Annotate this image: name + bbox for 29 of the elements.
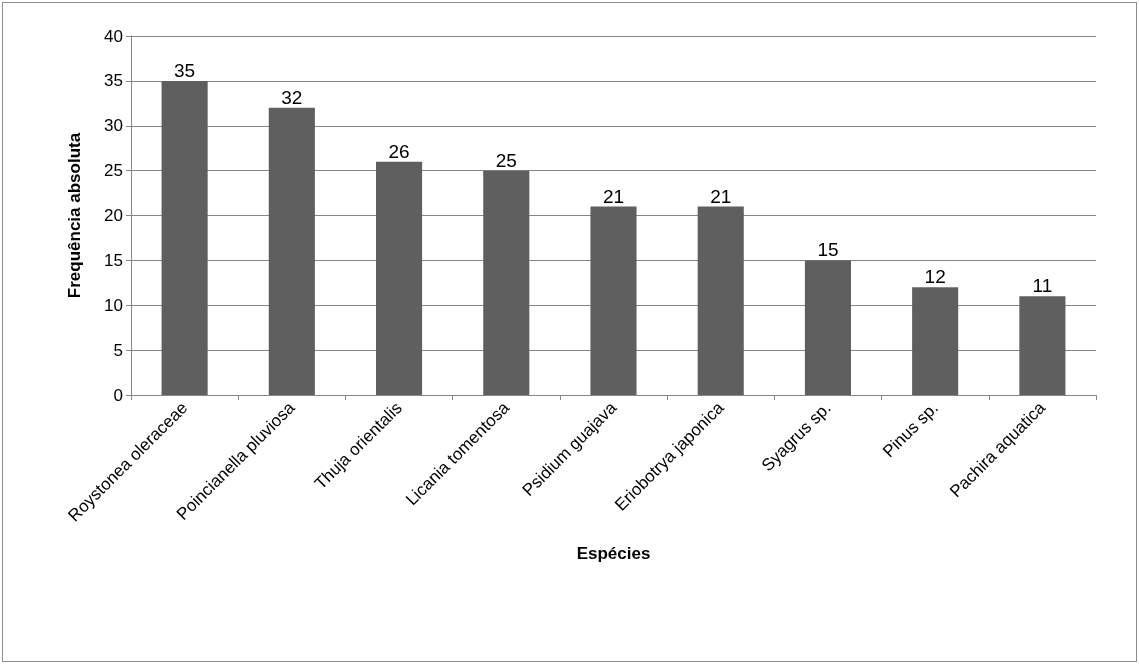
bar [590, 206, 637, 395]
y-tick-label: 5 [113, 340, 123, 360]
bar [697, 206, 744, 395]
y-tick-label: 10 [104, 295, 123, 315]
bar [376, 161, 423, 395]
bar [804, 260, 851, 395]
y-tick-label: 30 [104, 116, 123, 136]
y-tick-label: 0 [113, 385, 123, 405]
data-label: 11 [1032, 275, 1053, 297]
bar [161, 80, 208, 395]
bar [268, 107, 315, 395]
data-label: 26 [388, 140, 410, 162]
x-axis-title: Espécies [576, 544, 651, 563]
bar [912, 287, 959, 395]
y-axis-title: Frequência absoluta [65, 132, 84, 299]
y-tick-label: 15 [104, 250, 123, 270]
data-label: 35 [174, 59, 196, 81]
data-label: 21 [710, 185, 732, 207]
bar [483, 170, 530, 395]
bar [1019, 296, 1066, 395]
data-label: 15 [817, 239, 839, 261]
y-tick-label: 35 [104, 71, 123, 91]
data-label: 25 [495, 149, 517, 171]
y-tick-label: 25 [104, 161, 123, 181]
y-tick-label: 20 [104, 206, 123, 225]
data-label: 12 [924, 266, 946, 288]
y-tick-label: 40 [104, 26, 123, 46]
data-label: 21 [602, 185, 625, 207]
data-label: 32 [281, 86, 303, 108]
